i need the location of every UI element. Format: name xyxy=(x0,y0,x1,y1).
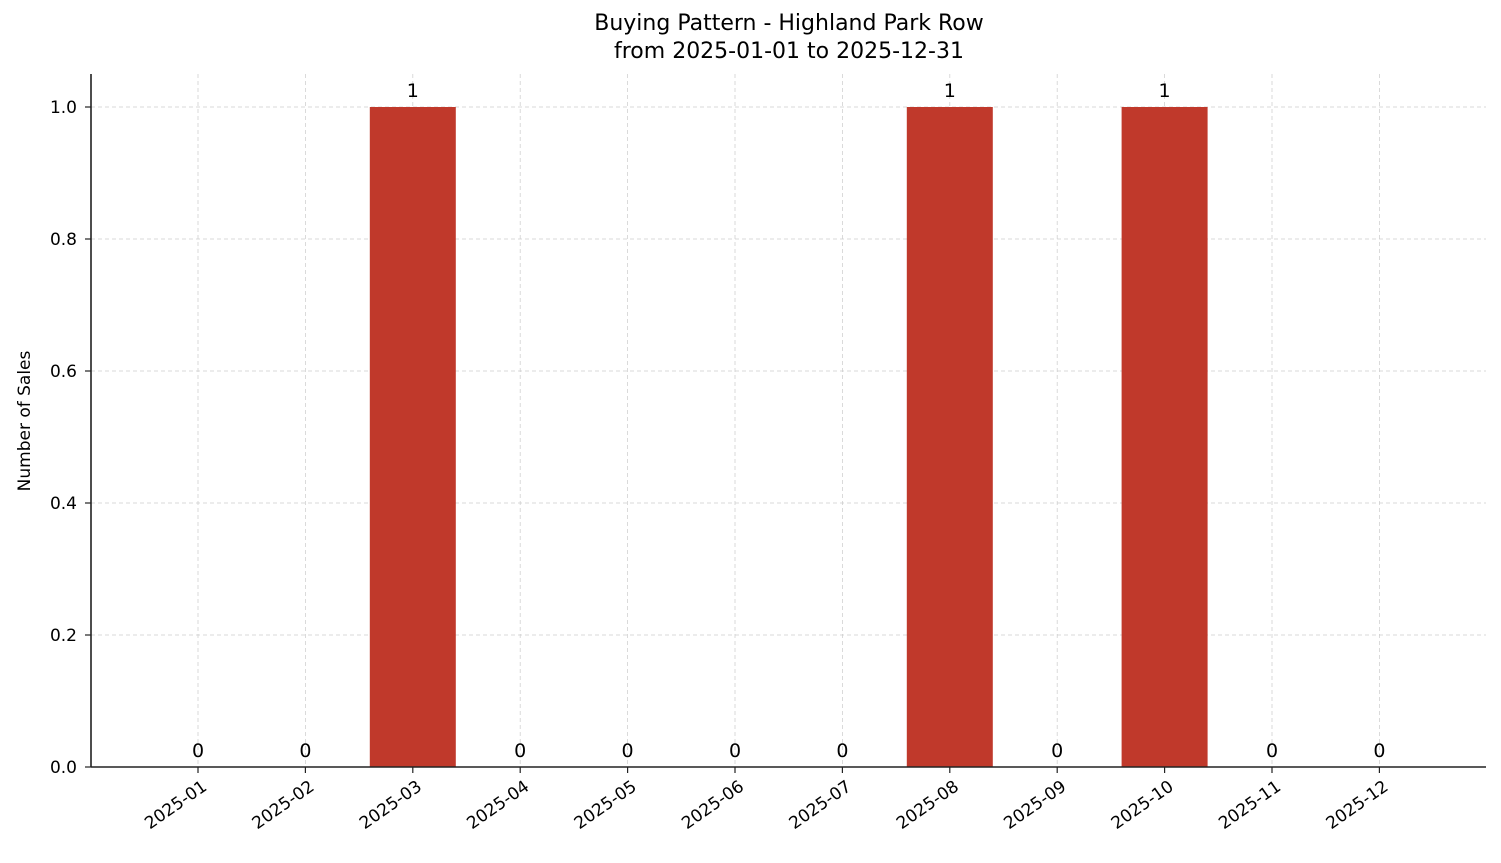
bar-value-label: 1 xyxy=(944,80,956,102)
bar xyxy=(369,107,456,767)
y-tick-label: 0.8 xyxy=(50,230,77,250)
bar-value-label: 0 xyxy=(299,740,311,762)
bar-value-label: 0 xyxy=(192,740,204,762)
x-tick-label: 2025-04 xyxy=(463,777,533,834)
y-tick-label: 0.2 xyxy=(50,626,77,646)
x-tick-label: 2025-10 xyxy=(1108,777,1178,834)
grid-lines xyxy=(91,74,1486,767)
x-tick-label: 2025-12 xyxy=(1323,777,1393,834)
x-tick-label: 2025-01 xyxy=(141,777,211,834)
bar-value-label: 0 xyxy=(729,740,741,762)
x-tick-label: 2025-11 xyxy=(1215,777,1285,834)
x-tick-label: 2025-08 xyxy=(893,777,963,834)
bar xyxy=(1121,107,1208,767)
bar xyxy=(906,107,993,767)
x-tick-label: 2025-05 xyxy=(571,777,641,834)
y-tick-label: 0.0 xyxy=(50,758,77,778)
bars xyxy=(369,107,1208,767)
chart-subtitle: from 2025-01-01 to 2025-12-31 xyxy=(614,39,964,64)
bar-value-label: 0 xyxy=(622,740,634,762)
bar-value-label: 1 xyxy=(407,80,419,102)
axes xyxy=(85,74,1486,773)
bar-value-label: 0 xyxy=(514,740,526,762)
chart-title-block: Buying Pattern - Highland Park Row from … xyxy=(0,10,1501,66)
x-tick-label: 2025-09 xyxy=(1000,777,1070,834)
bar-value-label: 1 xyxy=(1159,80,1171,102)
x-tick-label: 2025-03 xyxy=(356,777,426,834)
x-tick-label: 2025-07 xyxy=(786,777,856,834)
bar-value-label: 0 xyxy=(1051,740,1063,762)
y-tick-label: 0.4 xyxy=(50,494,77,514)
bar-value-label: 0 xyxy=(836,740,848,762)
x-tick-label: 2025-06 xyxy=(678,777,748,834)
bar-value-label: 0 xyxy=(1373,740,1385,762)
chart-title: Buying Pattern - Highland Park Row xyxy=(594,11,984,36)
x-tick-label: 2025-02 xyxy=(249,777,319,834)
bar-value-label: 0 xyxy=(1266,740,1278,762)
y-tick-label: 0.6 xyxy=(50,362,77,382)
y-axis-label: Number of Sales xyxy=(15,350,35,491)
y-tick-label: 1.0 xyxy=(50,98,77,118)
